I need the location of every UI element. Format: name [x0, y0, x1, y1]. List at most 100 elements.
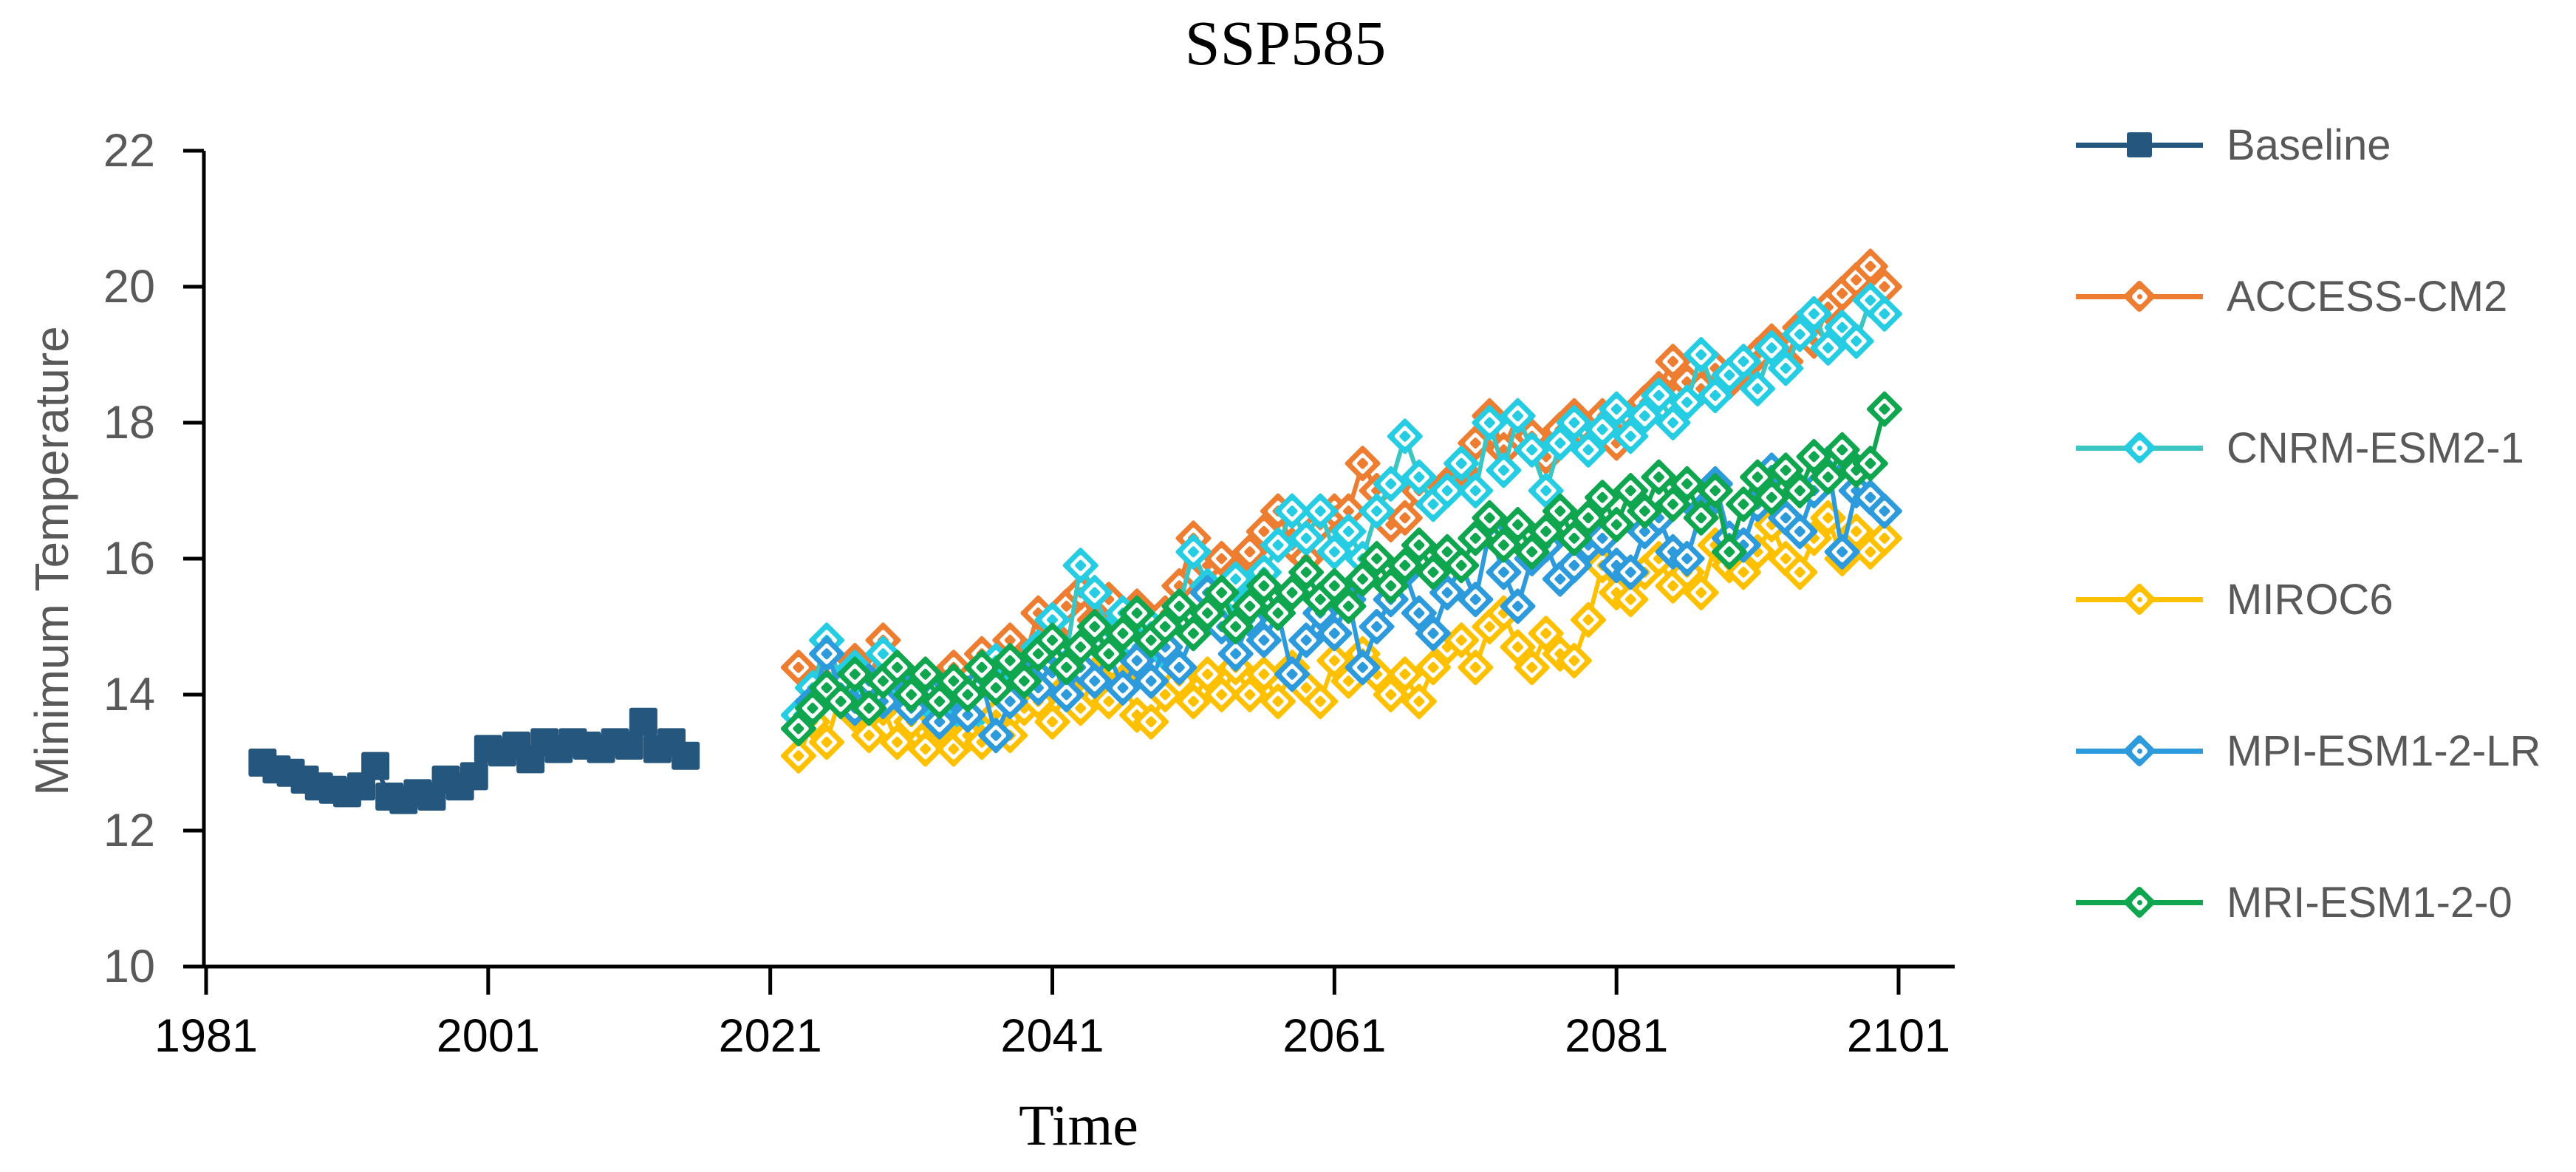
x-tick-label: 2041	[1000, 1010, 1104, 1062]
diamond-marker	[1161, 588, 1198, 624]
diamond-marker	[1175, 616, 1212, 652]
diamond-marker	[879, 724, 915, 760]
legend-item-mri-esm1-2-0: MRI-ESM1-2-0	[2074, 865, 2512, 939]
x-tick-label: 1981	[154, 1010, 259, 1062]
diamond-marker	[1288, 554, 1325, 590]
diamond-marker	[1401, 459, 1437, 495]
diamond-marker	[1274, 493, 1311, 529]
series-markers-Baseline	[248, 707, 700, 814]
diamond-marker	[1613, 473, 1649, 508]
y-tick-label: 20	[103, 261, 155, 313]
legend-square	[2127, 132, 2152, 157]
diamond-marker	[1260, 527, 1296, 563]
diamond-marker	[1514, 432, 1550, 468]
diamond-marker	[1444, 622, 1480, 658]
diamond-marker	[1147, 609, 1183, 644]
diamond-marker	[1585, 480, 1621, 516]
diamond-marker	[1782, 316, 1818, 352]
diamond-marker	[1740, 459, 1776, 495]
diamond-marker	[964, 650, 1000, 686]
diamond-marker	[1683, 575, 1719, 610]
legend-item-baseline: Baseline	[2074, 108, 2391, 182]
diamond-marker	[1387, 500, 1423, 536]
diamond-marker	[1570, 500, 1606, 536]
diamond-marker	[1866, 493, 1902, 529]
diamond-marker	[1824, 534, 1860, 570]
diamond-marker	[1486, 554, 1522, 590]
diamond-marker	[1203, 677, 1240, 712]
diamond-marker	[1274, 656, 1311, 692]
access-cm2-diamond-marker-icon	[2074, 259, 2207, 333]
diamond-marker	[1542, 425, 1578, 461]
diamond-marker	[1330, 514, 1367, 550]
diamond-marker	[1330, 663, 1367, 699]
diamond-marker	[1838, 323, 1874, 359]
diamond-marker	[1076, 663, 1113, 699]
diamond-marker	[1810, 500, 1846, 536]
diamond-marker	[1373, 677, 1409, 712]
diamond-marker	[1500, 398, 1536, 434]
legend-label: Baseline	[2227, 120, 2391, 169]
diamond-marker	[1697, 473, 1733, 508]
diamond-marker	[1444, 446, 1480, 482]
diamond-marker	[1824, 432, 1860, 468]
diamond-marker	[949, 697, 985, 733]
diamond-marker	[1260, 684, 1296, 720]
diamond-marker	[1217, 561, 1254, 597]
x-tick-label: 2101	[1846, 1010, 1951, 1062]
diamond-marker	[1401, 527, 1437, 563]
x-tick-label: 2001	[436, 1010, 540, 1062]
diamond-marker	[1796, 439, 1832, 474]
diamond-marker	[1556, 405, 1592, 440]
diamond-marker	[1726, 486, 1761, 522]
diamond-marker	[1486, 527, 1522, 563]
y-tick-label: 14	[103, 669, 155, 720]
diamond-marker	[1415, 650, 1451, 686]
diamond-marker	[1782, 473, 1818, 508]
diamond-marker	[1528, 616, 1564, 652]
diamond-marker	[1415, 616, 1451, 652]
diamond-marker	[780, 711, 816, 746]
diamond-marker	[1613, 418, 1649, 454]
mpi-esm1-2-lr-diamond-marker-icon	[2074, 714, 2207, 788]
diamond-marker	[1641, 459, 1677, 495]
diamond-marker	[1231, 534, 1268, 570]
diamond-marker	[1556, 520, 1592, 556]
diamond-marker	[1302, 684, 1339, 720]
diamond-marker	[851, 690, 887, 726]
diamond-marker	[1288, 520, 1325, 556]
diamond-marker	[1119, 595, 1155, 631]
baseline-square-marker-icon	[2074, 108, 2207, 182]
diamond-marker	[1203, 575, 1240, 610]
diamond-marker	[1500, 588, 1536, 624]
diamond-marker	[1599, 391, 1635, 427]
diamond-marker	[1570, 602, 1606, 638]
diamond-marker	[1104, 616, 1141, 652]
x-tick-label: 2061	[1282, 1010, 1387, 1062]
diamond-marker	[780, 650, 816, 686]
legend-label: ACCESS-CM2	[2227, 272, 2508, 321]
legend-label: MRI-ESM1-2-0	[2227, 878, 2512, 927]
diamond-marker	[1768, 350, 1804, 386]
y-tick-label: 18	[103, 397, 155, 449]
diamond-marker	[1866, 391, 1902, 427]
diamond-marker	[1782, 554, 1818, 590]
diamond-marker	[1006, 663, 1042, 699]
diamond-marker	[1217, 609, 1254, 644]
legend-item-miroc6: MIROC6	[2074, 562, 2394, 636]
diamond-marker	[1556, 643, 1592, 678]
diamond-marker	[1316, 534, 1353, 570]
diamond-marker	[1345, 561, 1381, 597]
diamond-marker	[1316, 643, 1353, 678]
diamond-marker	[1585, 412, 1621, 448]
diamond-marker	[1316, 616, 1353, 652]
diamond-marker	[794, 690, 830, 726]
diamond-marker	[1260, 595, 1296, 631]
diamond-marker	[1076, 609, 1113, 644]
mri-esm1-2-0-diamond-marker-icon	[2074, 865, 2207, 939]
diamond-marker	[1514, 650, 1550, 686]
square-marker	[361, 752, 390, 780]
diamond-marker	[1683, 500, 1719, 536]
diamond-marker	[1034, 703, 1070, 740]
